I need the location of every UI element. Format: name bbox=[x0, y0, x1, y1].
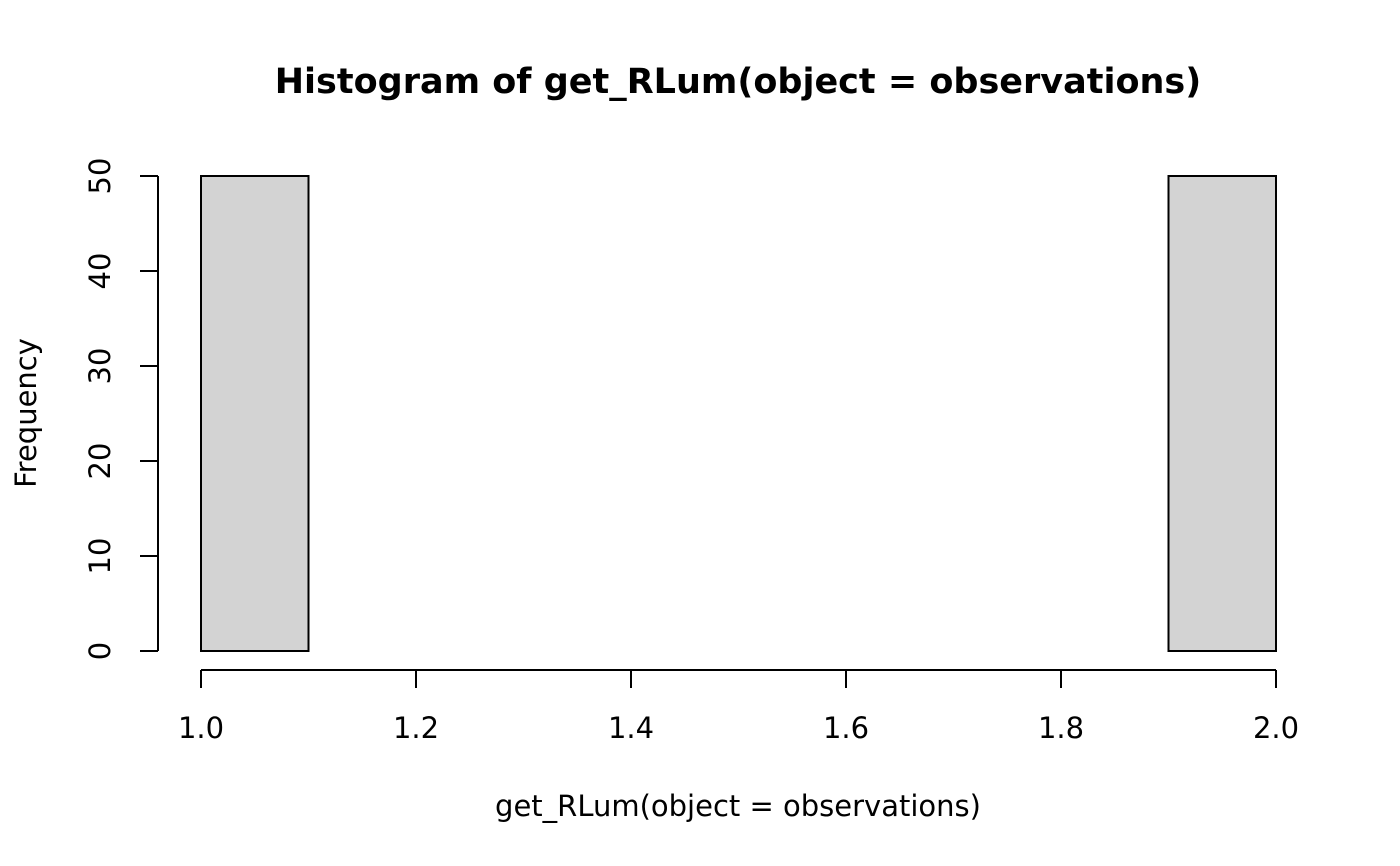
x-tick-label-3: 1.4 bbox=[608, 711, 654, 745]
chart-title: Histogram of get_RLum(object = observati… bbox=[275, 62, 1202, 102]
x-tick-label-2: 1.2 bbox=[393, 711, 439, 745]
y-tick-label-5: 40 bbox=[83, 253, 117, 290]
x-tick-label-4: 1.6 bbox=[823, 711, 869, 745]
y-tick-label-3: 20 bbox=[83, 443, 117, 480]
y-tick-label-4: 30 bbox=[83, 348, 117, 385]
y-tick-label-6: 50 bbox=[83, 158, 117, 195]
y-tick-label-1: 0 bbox=[83, 642, 117, 660]
x-tick-label-5: 1.8 bbox=[1038, 711, 1084, 745]
y-axis: 0 10 20 30 40 50 bbox=[83, 158, 159, 660]
x-axis-label: get_RLum(object = observations) bbox=[495, 789, 981, 823]
histogram-bar-10 bbox=[1167, 175, 1277, 652]
y-tick-label-2: 10 bbox=[83, 538, 117, 575]
y-axis-label: Frequency bbox=[9, 338, 43, 488]
y-axis-ticks: 0 10 20 30 40 50 bbox=[83, 158, 158, 660]
x-axis-ticks: 1.0 1.2 1.4 1.6 1.8 2.0 bbox=[178, 670, 1299, 745]
histogram-bar-1 bbox=[200, 175, 310, 652]
x-tick-label-6: 2.0 bbox=[1253, 711, 1299, 745]
histogram-bars bbox=[200, 175, 1277, 652]
x-tick-label-1: 1.0 bbox=[178, 711, 224, 745]
x-axis: 1.0 1.2 1.4 1.6 1.8 2.0 bbox=[178, 669, 1299, 745]
